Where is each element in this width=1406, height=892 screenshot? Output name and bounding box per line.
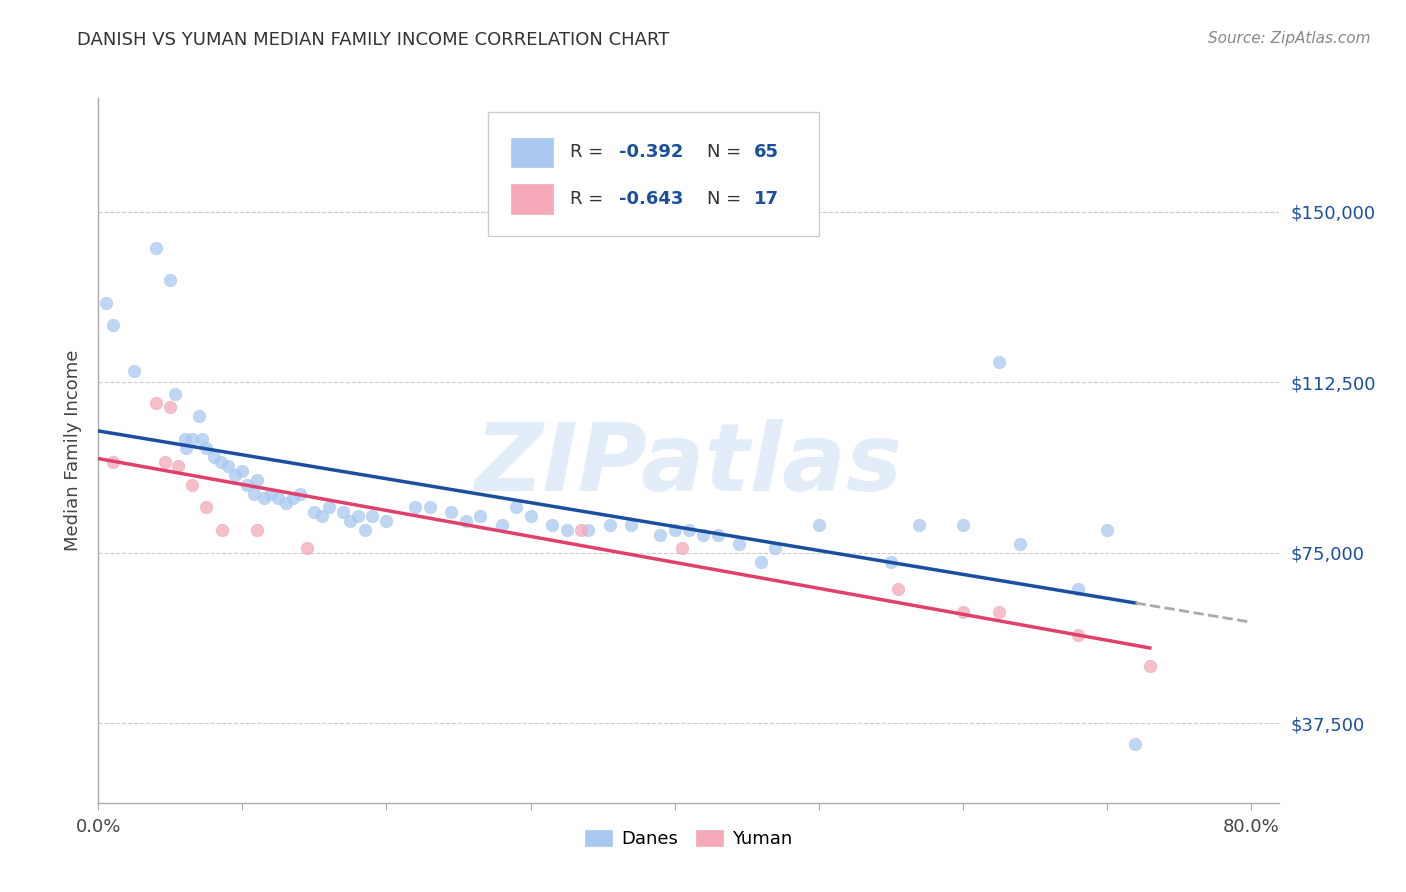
Point: [354, 523, 377, 537]
Point: [678, 523, 700, 537]
Point: [153, 455, 176, 469]
Point: [339, 514, 361, 528]
Point: [211, 523, 233, 537]
Point: [541, 518, 564, 533]
Point: [332, 505, 354, 519]
Point: [195, 441, 218, 455]
Point: [209, 455, 232, 469]
Point: [519, 509, 541, 524]
Text: 65: 65: [754, 144, 779, 161]
Point: [311, 509, 333, 524]
Point: [243, 486, 266, 500]
Point: [191, 432, 214, 446]
Text: N =: N =: [707, 190, 747, 208]
Point: [375, 514, 398, 528]
Text: R =: R =: [569, 144, 609, 161]
Point: [159, 273, 181, 287]
Point: [952, 518, 974, 533]
Point: [468, 509, 491, 524]
Point: [692, 527, 714, 541]
Point: [346, 509, 368, 524]
Point: [94, 295, 117, 310]
Point: [202, 450, 225, 465]
Point: [224, 468, 246, 483]
Point: [879, 555, 901, 569]
Point: [267, 491, 290, 506]
Point: [1067, 582, 1090, 596]
Point: [246, 473, 269, 487]
Point: [217, 459, 239, 474]
Point: [1095, 523, 1118, 537]
Point: [650, 527, 672, 541]
Point: [728, 536, 751, 550]
Text: -0.643: -0.643: [619, 190, 683, 208]
Point: [188, 409, 211, 424]
Point: [749, 555, 772, 569]
Legend: Danes, Yuman: Danes, Yuman: [576, 821, 801, 857]
Point: [1139, 659, 1161, 673]
Point: [419, 500, 441, 515]
Point: [664, 523, 686, 537]
Point: [908, 518, 931, 533]
Point: [145, 241, 167, 255]
Point: [274, 496, 297, 510]
Point: [1067, 627, 1090, 641]
Point: [763, 541, 786, 556]
Point: [505, 500, 527, 515]
Point: [124, 364, 146, 378]
Point: [987, 355, 1010, 369]
Point: [952, 605, 974, 619]
Text: -0.392: -0.392: [619, 144, 683, 161]
Point: [173, 432, 195, 446]
Text: ZIPatlas: ZIPatlas: [475, 418, 903, 510]
Point: [195, 500, 218, 515]
Point: [671, 541, 693, 556]
Point: [260, 486, 283, 500]
Point: [555, 523, 578, 537]
Point: [318, 500, 340, 515]
FancyBboxPatch shape: [488, 112, 818, 235]
Point: [491, 518, 513, 533]
Point: [145, 395, 167, 409]
Point: [231, 464, 253, 478]
Point: [620, 518, 643, 533]
Point: [404, 500, 426, 515]
Text: DANISH VS YUMAN MEDIAN FAMILY INCOME CORRELATION CHART: DANISH VS YUMAN MEDIAN FAMILY INCOME COR…: [77, 31, 669, 49]
Text: R =: R =: [569, 190, 609, 208]
FancyBboxPatch shape: [510, 137, 553, 167]
Point: [159, 401, 181, 415]
Text: Source: ZipAtlas.com: Source: ZipAtlas.com: [1208, 31, 1371, 46]
Point: [1125, 737, 1147, 751]
Point: [181, 432, 204, 446]
Point: [706, 527, 728, 541]
Point: [166, 459, 188, 474]
Point: [361, 509, 384, 524]
Y-axis label: Median Family Income: Median Family Income: [63, 350, 82, 551]
Point: [281, 491, 304, 506]
Text: N =: N =: [707, 144, 747, 161]
Point: [887, 582, 910, 596]
Point: [987, 605, 1010, 619]
Text: 17: 17: [754, 190, 779, 208]
Point: [163, 386, 186, 401]
Point: [807, 518, 830, 533]
Point: [304, 505, 326, 519]
Point: [253, 491, 276, 506]
Point: [246, 523, 269, 537]
Point: [181, 477, 204, 491]
FancyBboxPatch shape: [510, 184, 553, 214]
Point: [101, 318, 124, 333]
Point: [297, 541, 319, 556]
Point: [454, 514, 477, 528]
Point: [569, 523, 592, 537]
Point: [599, 518, 621, 533]
Point: [440, 505, 463, 519]
Point: [101, 455, 124, 469]
Point: [1010, 536, 1032, 550]
Point: [576, 523, 599, 537]
Point: [236, 477, 259, 491]
Point: [174, 441, 197, 455]
Point: [288, 486, 311, 500]
